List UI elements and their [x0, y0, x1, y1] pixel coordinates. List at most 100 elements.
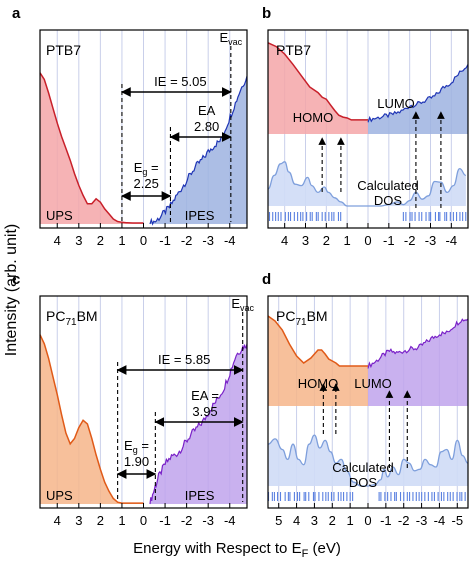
evac-main: E [231, 296, 240, 311]
ups-line [39, 72, 144, 224]
x-axis-label-sub: F [302, 548, 309, 560]
x-tick-label: 3 [311, 513, 318, 528]
x-axis-label-unit: (eV) [308, 540, 341, 557]
panel-c: 4 3 2 1 0 -1 -2 -3 -4 c PC71BM Evac IE = 5.85 EA =3.9… [12, 271, 255, 528]
ups-area [40, 334, 144, 504]
eg-eq: = [138, 438, 149, 453]
calc-dos-area [268, 161, 466, 206]
x-tick-label: 1 [347, 513, 354, 528]
panel-letter: b [262, 5, 271, 22]
x-tick-label: -1 [159, 233, 171, 248]
evac-main: E [219, 30, 228, 45]
x-tick-label: 3 [302, 233, 309, 248]
evac-sub: vac [228, 37, 243, 47]
calc-label-line1: Calculated [357, 178, 418, 193]
lumo-label: LUMO [354, 376, 392, 391]
ups-line [267, 42, 368, 121]
eg-label: Eg = [124, 438, 149, 455]
x-tick-label: -2 [181, 513, 193, 528]
ups-line [39, 334, 144, 504]
material-label: PC71BM [46, 308, 98, 328]
ipes-line [367, 318, 469, 369]
eg-main: E [134, 160, 143, 175]
x-tick-label: 3 [75, 513, 82, 528]
ipes-line [367, 64, 469, 123]
ipes-area [150, 76, 247, 224]
x-tick-label: -3 [425, 233, 437, 248]
x-tick-label: 5 [275, 513, 282, 528]
x-axis-label: Energy with Respect to EF (eV) [133, 540, 341, 560]
eg-label: Eg = [134, 160, 159, 177]
material-subscript: 71 [65, 317, 77, 328]
x-tick-label: 0 [364, 513, 371, 528]
x-tick-label: -3 [202, 233, 214, 248]
x-tick-label: -4 [224, 233, 236, 248]
panel-letter: d [262, 271, 271, 288]
x-tick-label: 1 [118, 233, 125, 248]
ups-area [268, 316, 368, 406]
ea-label: EA = [191, 388, 219, 403]
ea-value: 3.95 [192, 404, 217, 419]
ups-area [40, 72, 144, 224]
x-tick-label: -4 [434, 513, 446, 528]
x-tick-label: -5 [452, 513, 464, 528]
calc-label-line2: DOS [374, 193, 403, 208]
x-tick-label: -1 [383, 233, 395, 248]
panel-letter: a [12, 5, 21, 22]
x-tick-label: 1 [118, 513, 125, 528]
x-tick-label: -2 [398, 513, 410, 528]
material-label: PC71BM [276, 308, 328, 328]
x-tick-label: -4 [224, 513, 236, 528]
material-subscript: 71 [295, 317, 307, 328]
x-tick-label: 4 [293, 513, 300, 528]
x-tick-label: 4 [54, 233, 61, 248]
evac-sub: vac [240, 303, 255, 313]
x-tick-label: -2 [181, 233, 193, 248]
ie-label: IE = 5.85 [158, 352, 210, 367]
ea-value: 2.80 [194, 119, 219, 134]
homo-label: HOMO [293, 110, 333, 125]
eg-sub: g [142, 167, 147, 177]
x-tick-label: -1 [159, 513, 171, 528]
material-name: PC [46, 308, 65, 324]
x-tick-label: 3 [75, 233, 82, 248]
evac-label: Evac [231, 296, 254, 313]
material-tail: BM [77, 308, 98, 324]
x-tick-label: 2 [97, 233, 104, 248]
x-tick-label: 4 [281, 233, 288, 248]
material-label: PTB7 [46, 42, 81, 58]
ups-label: UPS [46, 488, 73, 503]
ipes-area [368, 319, 468, 406]
orbital-level-ticks [268, 212, 467, 221]
lumo-label: LUMO [377, 96, 415, 111]
evac-label: Evac [219, 30, 242, 47]
homo-label: HOMO [298, 376, 338, 391]
x-tick-label: -4 [446, 233, 458, 248]
panel-d: 5 4 3 2 1 0 -1 -2 -3 -4 -5 d PC71BM HOMO LUMO Calculate… [262, 271, 469, 528]
eg-value: 1.90 [124, 454, 149, 469]
calc-label-line2: DOS [349, 475, 378, 490]
eg-eq: = [147, 160, 158, 175]
panel-a: 4 3 2 1 0 -1 -2 -3 -4 a PTB7 Evac IE = 5.05 EA2.80 Eg … [12, 5, 248, 248]
eg-value: 2.25 [134, 176, 159, 191]
material-name: PTB7 [46, 42, 81, 58]
x-tick-label: 2 [97, 513, 104, 528]
eg-sub: g [133, 445, 138, 455]
calc-dos-line [267, 161, 467, 207]
x-tick-label: -1 [380, 513, 392, 528]
x-tick-label: -2 [404, 233, 416, 248]
y-axis-label: Intensity (arb. unit) [3, 224, 20, 357]
material-label: PTB7 [276, 42, 311, 58]
calc-dos-area [268, 435, 468, 486]
x-tick-label: 2 [329, 513, 336, 528]
material-tail: BM [307, 308, 328, 324]
panel-letter: c [12, 271, 20, 288]
eg-main: E [124, 438, 133, 453]
x-tick-label: 2 [323, 233, 330, 248]
ipes-label: IPES [185, 208, 215, 223]
ups-label: UPS [46, 208, 73, 223]
x-tick-label: 0 [140, 233, 147, 248]
calc-dos-line [267, 434, 469, 487]
